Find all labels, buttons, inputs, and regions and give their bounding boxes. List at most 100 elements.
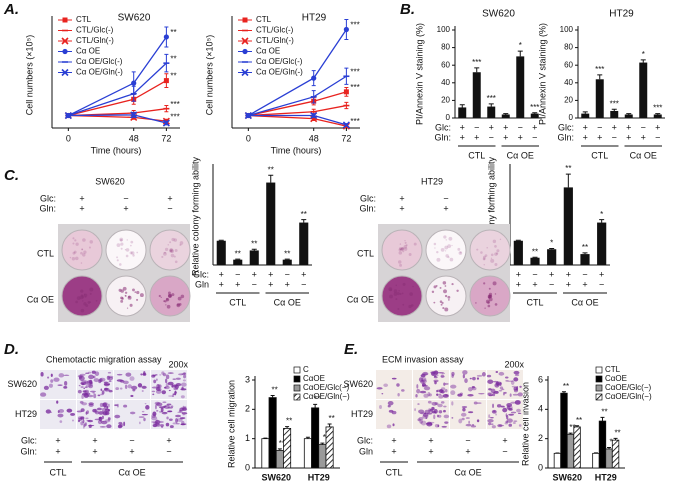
cell (137, 383, 143, 388)
chart-title: SW620 (118, 13, 151, 24)
cell (183, 372, 186, 374)
gln-sign: − (487, 203, 492, 213)
colony (398, 289, 400, 292)
gln-sign: − (532, 132, 537, 142)
significance: ** (286, 417, 292, 426)
legend-label: CαOE/Glc(−) (303, 383, 350, 392)
cell (180, 382, 187, 387)
plate-well (469, 229, 511, 271)
significance: ** (314, 394, 320, 403)
cell (87, 419, 94, 423)
colony (398, 248, 402, 252)
colony (499, 238, 502, 241)
cell (490, 423, 494, 425)
cell (506, 418, 513, 423)
cell (87, 371, 92, 374)
colony (399, 263, 402, 267)
error-bar (285, 426, 290, 429)
cell (85, 372, 90, 375)
cell (509, 393, 512, 397)
cell (419, 390, 427, 394)
bar (563, 187, 573, 265)
cell (392, 423, 395, 427)
bar (530, 257, 540, 265)
colony (82, 238, 86, 242)
significance: ** (532, 247, 538, 256)
significance: ** (569, 423, 575, 432)
gln-sign: + (55, 446, 60, 456)
colony (73, 250, 77, 254)
error-bar (549, 248, 555, 250)
cell (53, 377, 60, 382)
colony (444, 307, 449, 312)
significance: *** (610, 99, 619, 108)
significance: *** (350, 83, 359, 92)
cell (401, 389, 405, 392)
cell (487, 418, 494, 423)
colony (180, 294, 185, 299)
cell (167, 410, 172, 413)
image-title: ECM invasion assay (382, 354, 464, 364)
cell (498, 424, 505, 427)
row-label: SW620 (7, 379, 37, 389)
colony (81, 248, 84, 251)
cell (151, 390, 156, 393)
cell (416, 384, 419, 389)
cell (161, 390, 167, 395)
y-tick-label: 0 (538, 462, 543, 472)
cell (491, 393, 494, 397)
group-label: CTL (385, 467, 402, 477)
x-tick-label: HT29 (308, 472, 330, 482)
cell (433, 375, 437, 377)
y-axis-label: Relative cell migration (226, 380, 236, 468)
glc-sign: + (516, 269, 521, 279)
colony (80, 289, 84, 293)
colony (436, 250, 439, 254)
bar (530, 113, 539, 118)
colony (447, 244, 452, 249)
gln-sign: + (597, 132, 602, 142)
colony (443, 235, 447, 239)
cell (98, 417, 101, 420)
cell (94, 418, 101, 421)
significance: * (600, 210, 603, 219)
error-bar (607, 446, 612, 449)
cell (108, 380, 112, 382)
cell (504, 391, 507, 394)
cell (431, 401, 438, 406)
marker (163, 34, 169, 40)
x-axis-label: Time (hours) (91, 145, 142, 155)
cell (514, 373, 520, 377)
cell (117, 424, 123, 429)
cell (434, 402, 439, 406)
cell (158, 420, 164, 424)
cell (427, 412, 433, 415)
row-label: Glc: (360, 193, 376, 203)
error-bar (503, 113, 509, 115)
cell (70, 412, 76, 416)
colony (457, 247, 461, 251)
cell (90, 390, 96, 393)
cell (58, 409, 65, 413)
cell (440, 374, 445, 378)
y-axis-label: PI/Annexin V staining (%) (537, 23, 547, 125)
bar (580, 254, 590, 265)
glc-sign: + (399, 193, 404, 203)
cell (458, 418, 463, 424)
colony (442, 281, 447, 285)
cell (151, 420, 157, 424)
colony (163, 252, 167, 256)
y-tick-label: 2 (245, 404, 250, 414)
marker (241, 37, 249, 45)
colony (447, 256, 450, 259)
cell (142, 372, 147, 376)
cell (440, 375, 445, 378)
cell (431, 411, 437, 414)
colony (74, 239, 77, 242)
cell (493, 410, 496, 413)
gln-sign: − (502, 446, 507, 456)
bar (299, 222, 309, 265)
cell (155, 419, 159, 424)
gln-sign: + (465, 446, 470, 456)
y-tick-label: 40 (441, 78, 450, 87)
